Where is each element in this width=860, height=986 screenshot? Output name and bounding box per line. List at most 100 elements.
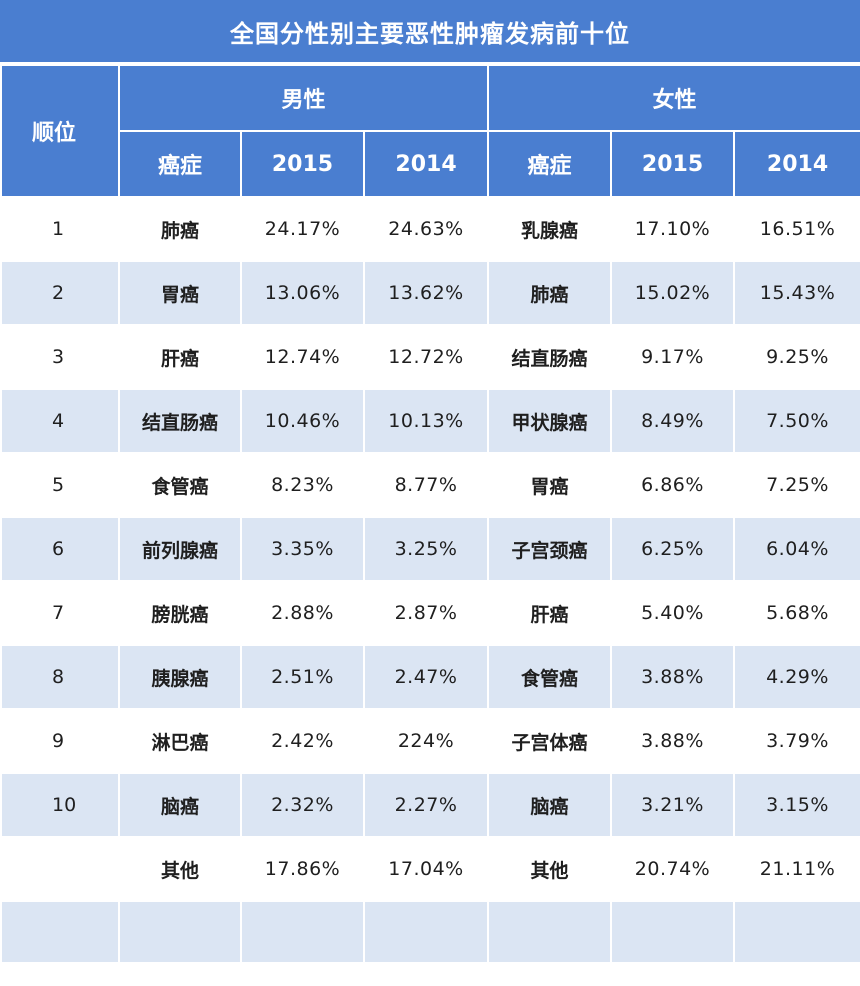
empty-row bbox=[0, 900, 860, 964]
female-2015-cell: 15.02% bbox=[610, 260, 736, 326]
rank-cell: 10 bbox=[0, 772, 120, 838]
female-2014-cell: 3.15% bbox=[733, 772, 860, 838]
male-2015-cell: 12.74% bbox=[240, 324, 365, 390]
female-2014-header: 2014 bbox=[733, 130, 860, 198]
male-header: 男性 bbox=[117, 64, 490, 132]
rank-cell: 5 bbox=[0, 452, 120, 518]
male-cancer-cell: 胰腺癌 bbox=[118, 644, 242, 710]
male-2014-cell: 12.72% bbox=[362, 324, 490, 390]
male-2015-cell: 17.86% bbox=[240, 836, 365, 902]
rank-cell: 7 bbox=[0, 580, 120, 646]
male-2014-cell: 224% bbox=[362, 708, 490, 774]
table-row: 6 前列腺癌 3.35% 3.25% 子宫颈癌 6.25% 6.04% bbox=[0, 516, 860, 582]
empty-cell bbox=[240, 900, 365, 964]
female-header: 女性 bbox=[487, 64, 860, 132]
rank-cell: 8 bbox=[0, 644, 120, 710]
male-2014-cell: 8.77% bbox=[362, 452, 490, 518]
female-cancer-cell: 子宫体癌 bbox=[487, 708, 613, 774]
empty-cell bbox=[118, 900, 242, 964]
table-row: 9 淋巴癌 2.42% 224% 子宫体癌 3.88% 3.79% bbox=[0, 708, 860, 774]
header-row-columns: 癌症 2015 2014 癌症 2015 2014 bbox=[1, 130, 860, 198]
female-2015-cell: 17.10% bbox=[610, 196, 736, 262]
table-row: 3 肝癌 12.74% 12.72% 结直肠癌 9.17% 9.25% bbox=[0, 324, 860, 390]
male-cancer-cell: 食管癌 bbox=[118, 452, 242, 518]
table-row: 8 胰腺癌 2.51% 2.47% 食管癌 3.88% 4.29% bbox=[0, 644, 860, 710]
male-cancer-cell: 前列腺癌 bbox=[118, 516, 242, 582]
female-2015-cell: 6.25% bbox=[610, 516, 736, 582]
rank-cell: 2 bbox=[0, 260, 120, 326]
header-row-group: 顺位 男性 女性 bbox=[0, 64, 860, 198]
empty-cell bbox=[0, 900, 120, 964]
female-cancer-cell: 肺癌 bbox=[487, 260, 613, 326]
female-2014-cell: 16.51% bbox=[733, 196, 860, 262]
male-2015-cell: 8.23% bbox=[240, 452, 365, 518]
female-2014-cell: 21.11% bbox=[733, 836, 860, 902]
table-row: 1 肺癌 24.17% 24.63% 乳腺癌 17.10% 16.51% bbox=[0, 196, 860, 262]
female-2015-cell: 20.74% bbox=[610, 836, 736, 902]
female-2014-cell: 7.25% bbox=[733, 452, 860, 518]
rank-cell: 6 bbox=[0, 516, 120, 582]
table-row: 7 膀胱癌 2.88% 2.87% 肝癌 5.40% 5.68% bbox=[0, 580, 860, 646]
female-2014-cell: 4.29% bbox=[733, 644, 860, 710]
rank-cell: 9 bbox=[0, 708, 120, 774]
male-2014-cell: 2.87% bbox=[362, 580, 490, 646]
female-cancer-cell: 肝癌 bbox=[487, 580, 613, 646]
table-row: 5 食管癌 8.23% 8.77% 胃癌 6.86% 7.25% bbox=[0, 452, 860, 518]
female-cancer-cell: 食管癌 bbox=[487, 644, 613, 710]
female-2015-cell: 9.17% bbox=[610, 324, 736, 390]
male-cancer-cell: 脑癌 bbox=[118, 772, 242, 838]
empty-cell bbox=[487, 900, 613, 964]
female-2015-cell: 8.49% bbox=[610, 388, 736, 454]
table-row-other: 其他 17.86% 17.04% 其他 20.74% 21.11% bbox=[0, 836, 860, 902]
rank-cell: 1 bbox=[0, 196, 120, 262]
female-2014-cell: 15.43% bbox=[733, 260, 860, 326]
female-cancer-cell: 甲状腺癌 bbox=[487, 388, 613, 454]
cancer-incidence-table: 顺位 男性 女性 癌症 2015 2014 癌症 2015 2014 1 肺癌 … bbox=[0, 64, 860, 964]
male-2014-cell: 24.63% bbox=[362, 196, 490, 262]
table-row: 4 结直肠癌 10.46% 10.13% 甲状腺癌 8.49% 7.50% bbox=[0, 388, 860, 454]
female-cancer-cell: 子宫颈癌 bbox=[487, 516, 613, 582]
female-2015-cell: 3.21% bbox=[610, 772, 736, 838]
male-cancer-header: 癌症 bbox=[118, 130, 242, 198]
female-cancer-cell: 结直肠癌 bbox=[487, 324, 613, 390]
male-2015-cell: 2.88% bbox=[240, 580, 365, 646]
male-2015-cell: 2.42% bbox=[240, 708, 365, 774]
male-cancer-cell: 结直肠癌 bbox=[118, 388, 242, 454]
female-cancer-cell: 脑癌 bbox=[487, 772, 613, 838]
male-2014-cell: 10.13% bbox=[362, 388, 490, 454]
male-2015-cell: 2.32% bbox=[240, 772, 365, 838]
male-2015-header: 2015 bbox=[240, 130, 365, 198]
female-2014-cell: 9.25% bbox=[733, 324, 860, 390]
male-2014-cell: 13.62% bbox=[362, 260, 490, 326]
female-2015-cell: 3.88% bbox=[610, 708, 736, 774]
female-2014-cell: 6.04% bbox=[733, 516, 860, 582]
male-2015-cell: 24.17% bbox=[240, 196, 365, 262]
male-2015-cell: 13.06% bbox=[240, 260, 365, 326]
female-2014-cell: 5.68% bbox=[733, 580, 860, 646]
rank-cell: 3 bbox=[0, 324, 120, 390]
female-cancer-header: 癌症 bbox=[487, 130, 613, 198]
male-cancer-cell: 肝癌 bbox=[118, 324, 242, 390]
male-cancer-cell: 膀胱癌 bbox=[118, 580, 242, 646]
male-cancer-cell: 淋巴癌 bbox=[118, 708, 242, 774]
male-2015-cell: 10.46% bbox=[240, 388, 365, 454]
rank-cell: 4 bbox=[0, 388, 120, 454]
male-cancer-cell: 肺癌 bbox=[118, 196, 242, 262]
male-2014-header: 2014 bbox=[362, 130, 490, 198]
table-row: 2 胃癌 13.06% 13.62% 肺癌 15.02% 15.43% bbox=[0, 260, 860, 326]
male-2015-cell: 3.35% bbox=[240, 516, 365, 582]
rank-cell bbox=[0, 836, 120, 902]
empty-cell bbox=[610, 900, 736, 964]
female-2015-cell: 6.86% bbox=[610, 452, 736, 518]
male-2014-cell: 17.04% bbox=[362, 836, 490, 902]
rank-header: 顺位 bbox=[0, 64, 120, 198]
male-2014-cell: 2.47% bbox=[362, 644, 490, 710]
female-2015-cell: 3.88% bbox=[610, 644, 736, 710]
table-title: 全国分性别主要恶性肿瘤发病前十位 bbox=[0, 0, 860, 64]
table-row: 10 脑癌 2.32% 2.27% 脑癌 3.21% 3.15% bbox=[0, 772, 860, 838]
male-cancer-cell: 胃癌 bbox=[118, 260, 242, 326]
male-2014-cell: 3.25% bbox=[362, 516, 490, 582]
female-cancer-cell: 乳腺癌 bbox=[487, 196, 613, 262]
male-2014-cell: 2.27% bbox=[362, 772, 490, 838]
